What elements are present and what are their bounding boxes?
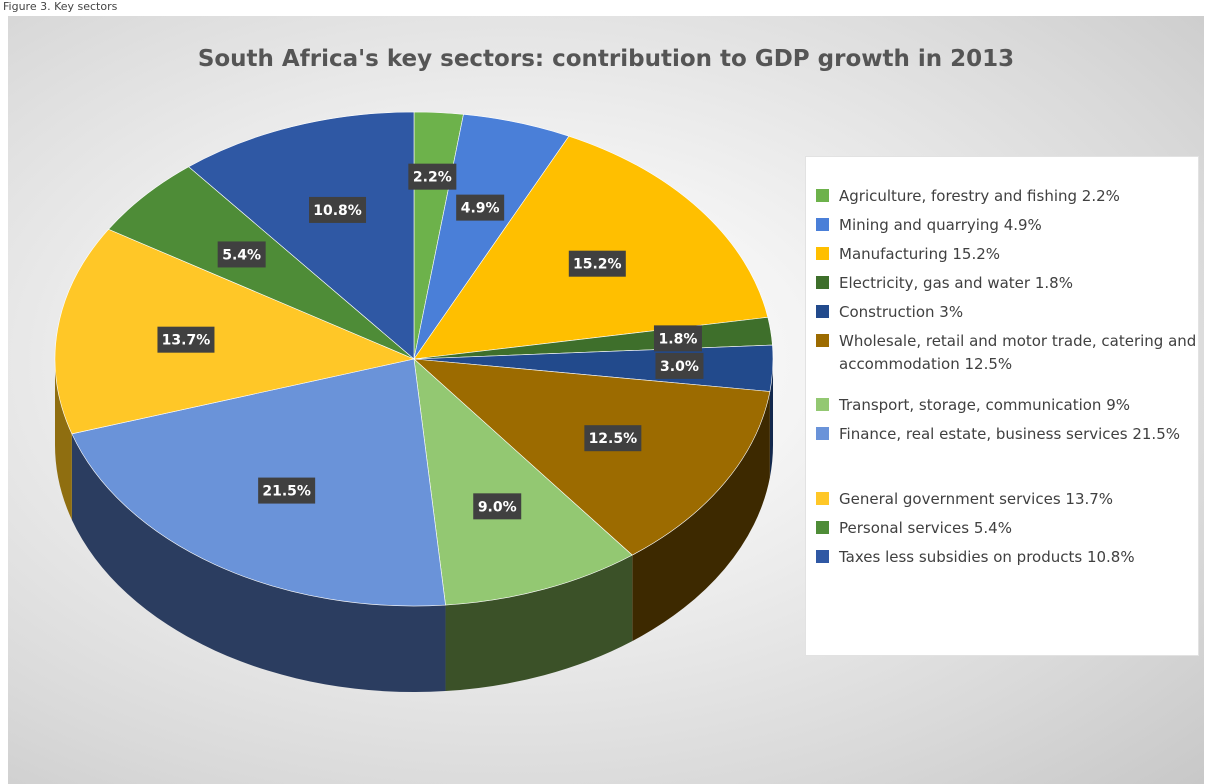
legend-swatch-4 <box>816 305 829 318</box>
legend-item-1: Mining and quarrying 4.9% <box>816 214 1199 237</box>
svg-text:5.4%: 5.4% <box>222 247 261 263</box>
pie-slice-8 <box>54 228 415 435</box>
data-label-6: 9.0% <box>473 493 522 520</box>
legend-item-10: Taxes less subsidies on products 10.8% <box>816 546 1199 569</box>
legend-item-7: Finance, real estate, business services … <box>816 423 1199 446</box>
pie-side-6 <box>445 555 633 692</box>
legend-item-5: Wholesale, retail and motor trade, cater… <box>816 330 1199 376</box>
pie-slice-5 <box>413 358 771 556</box>
svg-text:13.7%: 13.7% <box>162 333 211 349</box>
svg-text:4.9%: 4.9% <box>461 201 500 217</box>
legend-item-4: Construction 3% <box>816 301 1199 324</box>
legend-label-0: Agriculture, forestry and fishing 2.2% <box>839 187 1120 205</box>
svg-text:2.2%: 2.2% <box>413 170 452 186</box>
data-label-2: 15.2% <box>568 250 626 277</box>
legend-swatch-10 <box>816 550 829 563</box>
data-label-7: 21.5% <box>258 477 316 504</box>
legend-label-5: Wholesale, retail and motor trade, cater… <box>839 332 1197 373</box>
pie-slice-10 <box>188 111 415 360</box>
legend-label-1: Mining and quarrying 4.9% <box>839 216 1042 234</box>
svg-text:10.8%: 10.8% <box>313 203 362 219</box>
legend-swatch-5 <box>816 334 829 347</box>
data-label-10: 10.8% <box>309 196 367 223</box>
pie-side-7 <box>71 433 446 692</box>
pie-side-5 <box>632 391 770 642</box>
legend-item-0: Agriculture, forestry and fishing 2.2% <box>816 185 1199 208</box>
chart-card: South Africa's key sectors: contribution… <box>8 16 1204 784</box>
svg-text:9.0%: 9.0% <box>478 499 517 515</box>
legend: Agriculture, forestry and fishing 2.2% Mi… <box>805 156 1199 656</box>
legend-swatch-2 <box>816 247 829 260</box>
pie-side-8 <box>55 359 72 520</box>
legend-swatch-7 <box>816 427 829 440</box>
legend-item-6: Transport, storage, communication 9% <box>816 394 1199 417</box>
legend-label-2: Manufacturing 15.2% <box>839 245 1001 263</box>
svg-text:15.2%: 15.2% <box>573 257 622 273</box>
data-label-3: 1.8% <box>653 325 702 352</box>
legend-label-4: Construction 3% <box>839 303 964 321</box>
data-label-1: 4.9% <box>456 194 505 221</box>
legend-swatch-3 <box>816 276 829 289</box>
data-label-0: 2.2% <box>408 163 457 190</box>
legend-label-9: Personal services 5.4% <box>839 519 1012 537</box>
data-label-9: 5.4% <box>217 241 266 268</box>
legend-swatch-8 <box>816 492 829 505</box>
legend-item-3: Electricity, gas and water 1.8% <box>816 272 1199 295</box>
legend-label-7: Finance, real estate, business services … <box>839 425 1180 443</box>
legend-item-2: Manufacturing 15.2% <box>816 243 1199 266</box>
data-label-4: 3.0% <box>655 352 704 379</box>
legend-item-8: General government services 13.7% <box>816 488 1199 511</box>
figure-caption: Figure 3. Key sectors <box>3 0 118 13</box>
legend-swatch-9 <box>816 521 829 534</box>
svg-text:3.0%: 3.0% <box>660 359 699 375</box>
legend-swatch-6 <box>816 398 829 411</box>
data-label-5: 12.5% <box>584 425 642 452</box>
legend-label-3: Electricity, gas and water 1.8% <box>839 274 1073 292</box>
pie-chart: 2.2% 4.9% 15.2% 1.8% 3.0% 12.5% 9.0% 21.5% 13.7%… <box>54 111 774 692</box>
legend-label-6: Transport, storage, communication 9% <box>839 396 1131 414</box>
pie-slice-6 <box>413 358 633 606</box>
chart-title: South Africa's key sectors: contribution… <box>197 46 1015 72</box>
legend-swatch-1 <box>816 218 829 231</box>
legend-label-8: General government services 13.7% <box>839 490 1114 508</box>
pie-slice-2 <box>413 135 769 360</box>
legend-label-10: Taxes less subsidies on products 10.8% <box>839 548 1135 566</box>
svg-text:21.5%: 21.5% <box>262 484 311 500</box>
legend-swatch-0 <box>816 189 829 202</box>
svg-text:12.5%: 12.5% <box>589 431 638 447</box>
svg-text:1.8%: 1.8% <box>659 331 698 347</box>
legend-item-9: Personal services 5.4% <box>816 517 1199 540</box>
data-label-8: 13.7% <box>157 326 215 353</box>
